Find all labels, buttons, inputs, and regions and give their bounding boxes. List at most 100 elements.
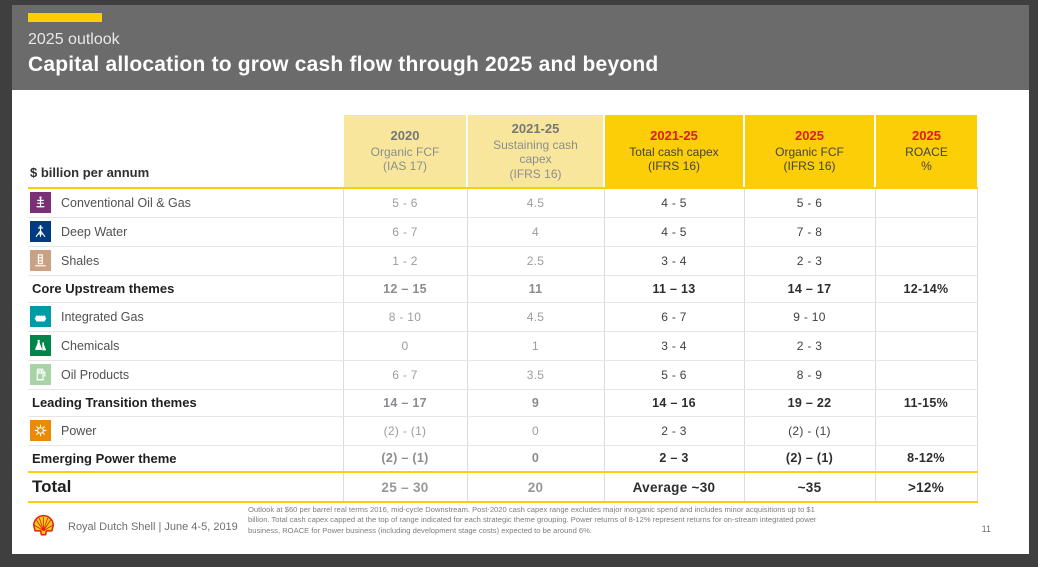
oil-products-icon bbox=[30, 364, 51, 385]
cell: 25 – 30 bbox=[342, 471, 467, 503]
row-label: Chemicals bbox=[61, 338, 120, 353]
cell: 8-12% bbox=[874, 445, 978, 473]
footnote: Outlook at $60 per barrel real terms 201… bbox=[248, 505, 817, 535]
footer-brand: Royal Dutch Shell | June 4-5, 2019 bbox=[68, 521, 238, 533]
row-label: Emerging Power theme bbox=[32, 450, 177, 466]
cell bbox=[874, 188, 978, 218]
cell bbox=[874, 416, 978, 446]
row-label: Core Upstream themes bbox=[32, 281, 175, 296]
table-row-total: Total 25 – 30 20 Average ~30 ~35 >12% bbox=[28, 471, 978, 503]
cell: 14 – 16 bbox=[603, 389, 744, 417]
cell: 11 bbox=[466, 275, 604, 303]
cell: 2 - 3 bbox=[603, 416, 744, 446]
table-row-shales: Shales 1 - 2 2.5 3 - 4 2 - 3 bbox=[28, 246, 978, 276]
table-header-row: $ billion per annum 2020 Organic FCF (IA… bbox=[28, 115, 977, 189]
cell: 2 - 3 bbox=[743, 331, 875, 361]
cell: 5 - 6 bbox=[603, 360, 744, 390]
column-header-2020-fcf: 2020 Organic FCF (IAS 17) bbox=[342, 115, 467, 189]
cell: (2) - (1) bbox=[342, 416, 467, 446]
shales-icon bbox=[30, 250, 51, 271]
power-icon bbox=[30, 420, 51, 441]
cell: 7 - 8 bbox=[743, 217, 875, 247]
cell: 6 - 7 bbox=[603, 302, 744, 332]
cell: ~35 bbox=[743, 471, 875, 503]
cell: (2) - (1) bbox=[743, 416, 875, 446]
table-row-leading-transition-themes: Leading Transition themes 14 – 17 9 14 –… bbox=[28, 389, 978, 417]
cell: 4 - 5 bbox=[603, 217, 744, 247]
row-label: Oil Products bbox=[61, 367, 130, 382]
cell: 2.5 bbox=[466, 246, 604, 276]
page-number: 11 bbox=[981, 524, 991, 534]
table-row-emerging-power-theme: Emerging Power theme (2) – (1) 0 2 – 3 (… bbox=[28, 445, 978, 473]
cell: 14 – 17 bbox=[743, 275, 875, 303]
cell: 8 - 9 bbox=[743, 360, 875, 390]
cell bbox=[874, 302, 978, 332]
row-label: Leading Transition themes bbox=[32, 395, 197, 410]
cell: 5 - 6 bbox=[342, 188, 467, 218]
shell-pecten-logo bbox=[33, 514, 54, 536]
cell: 11 – 13 bbox=[603, 275, 744, 303]
chemicals-icon bbox=[30, 335, 51, 356]
cell: (2) – (1) bbox=[743, 445, 875, 473]
cell: 11-15% bbox=[874, 389, 978, 417]
cell: 6 - 7 bbox=[342, 360, 467, 390]
cell: 1 bbox=[466, 331, 604, 361]
row-label: Deep Water bbox=[61, 224, 128, 239]
cell: 2 – 3 bbox=[603, 445, 744, 473]
cell: 12 – 15 bbox=[342, 275, 467, 303]
slide-body: $ billion per annum 2020 Organic FCF (IA… bbox=[12, 90, 1029, 554]
cell: (2) – (1) bbox=[342, 445, 467, 473]
slide-footer: Royal Dutch Shell | June 4-5, 2019 Outlo… bbox=[12, 502, 1029, 554]
cell: 12-14% bbox=[874, 275, 978, 303]
cell bbox=[874, 331, 978, 361]
row-label: Integrated Gas bbox=[61, 309, 144, 324]
accent-bar bbox=[28, 13, 102, 22]
slide-title: Capital allocation to grow cash flow thr… bbox=[28, 53, 659, 76]
cell bbox=[874, 246, 978, 276]
column-header-total-capex: 2021-25 Total cash capex (IFRS 16) bbox=[603, 115, 744, 189]
cell: 20 bbox=[466, 471, 604, 503]
row-label: Power bbox=[61, 423, 97, 438]
integrated-gas-icon bbox=[30, 306, 51, 327]
capex-table: $ billion per annum 2020 Organic FCF (IA… bbox=[28, 115, 978, 503]
table-row-power: Power (2) - (1) 0 2 - 3 (2) - (1) bbox=[28, 416, 978, 446]
row-label: Conventional Oil & Gas bbox=[61, 195, 191, 210]
cell: 19 – 22 bbox=[743, 389, 875, 417]
cell: 6 - 7 bbox=[342, 217, 467, 247]
cell bbox=[874, 360, 978, 390]
table-row-oil-products: Oil Products 6 - 7 3.5 5 - 6 8 - 9 bbox=[28, 360, 978, 390]
deep-water-icon bbox=[30, 221, 51, 242]
cell: 3 - 4 bbox=[603, 331, 744, 361]
column-header-2025-fcf: 2025 Organic FCF (IFRS 16) bbox=[743, 115, 875, 189]
table-row-deep-water: Deep Water 6 - 7 4 4 - 5 7 - 8 bbox=[28, 217, 978, 247]
cell: 3.5 bbox=[466, 360, 604, 390]
cell: 0 bbox=[342, 331, 467, 361]
cell: 4 bbox=[466, 217, 604, 247]
cell: >12% bbox=[874, 471, 978, 503]
table-row-chemicals: Chemicals 0 1 3 - 4 2 - 3 bbox=[28, 331, 978, 361]
cell: 3 - 4 bbox=[603, 246, 744, 276]
cell: 1 - 2 bbox=[342, 246, 467, 276]
cell: 4.5 bbox=[466, 302, 604, 332]
cell: 14 – 17 bbox=[342, 389, 467, 417]
cell: 8 - 10 bbox=[342, 302, 467, 332]
cell: 5 - 6 bbox=[743, 188, 875, 218]
table-row-integrated-gas: Integrated Gas 8 - 10 4.5 6 - 7 9 - 10 bbox=[28, 302, 978, 332]
cell: 0 bbox=[466, 416, 604, 446]
row-label: Shales bbox=[61, 253, 100, 268]
row-label: Total bbox=[32, 477, 72, 496]
slide-eyebrow: 2025 outlook bbox=[28, 31, 120, 48]
column-header-sustaining-capex: 2021-25 Sustaining cash capex (IFRS 16) bbox=[466, 115, 604, 189]
cell: 4.5 bbox=[466, 188, 604, 218]
table-row-conventional-oil-gas: Conventional Oil & Gas 5 - 6 4.5 4 - 5 5… bbox=[28, 188, 978, 218]
table-row-core-upstream-themes: Core Upstream themes 12 – 15 11 11 – 13 … bbox=[28, 275, 978, 303]
cell: 4 - 5 bbox=[603, 188, 744, 218]
conventional-oil-gas-icon bbox=[30, 192, 51, 214]
row-header-label: $ billion per annum bbox=[28, 115, 343, 189]
cell: 2 - 3 bbox=[743, 246, 875, 276]
cell bbox=[874, 217, 978, 247]
column-header-roace: 2025 ROACE % bbox=[874, 115, 977, 189]
cell: Average ~30 bbox=[603, 471, 744, 503]
cell: 9 bbox=[466, 389, 604, 417]
